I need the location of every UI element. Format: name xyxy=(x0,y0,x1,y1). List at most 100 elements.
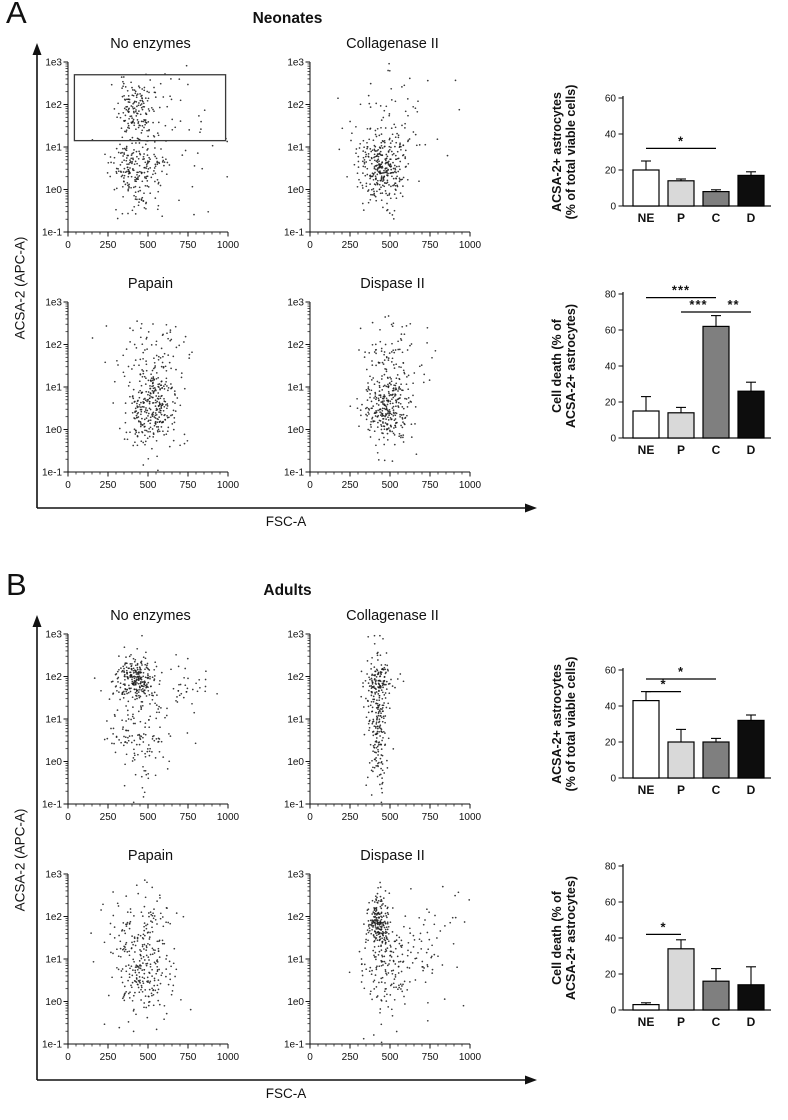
scatter-plot-title: Dispase II xyxy=(360,276,425,292)
svg-text:C: C xyxy=(712,211,721,225)
svg-text:1000: 1000 xyxy=(217,240,240,251)
scatter-plot-svg: 1e3 1e2 1e1 1e0 1e-10 250 500 750 1000 xyxy=(42,58,240,252)
bar-chart-A-astro: ACSA-2+ astrocytes (% of total viable cel… xyxy=(548,72,788,236)
significance-stars: * xyxy=(660,677,666,692)
svg-text:0: 0 xyxy=(65,240,71,251)
bar-D xyxy=(737,719,765,779)
svg-text:40: 40 xyxy=(605,362,617,373)
svg-text:0: 0 xyxy=(65,812,71,823)
svg-text:NE: NE xyxy=(638,783,655,797)
scatter-plot-A-col: Collagenase II 1e3 1e2 1e1 1e0 1e-1 0 250 500 750… xyxy=(270,36,482,263)
svg-text:750: 750 xyxy=(422,1052,439,1063)
svg-text:0: 0 xyxy=(307,1052,313,1063)
scatter-plot-title: Collagenase II xyxy=(346,608,439,624)
svg-text:D: D xyxy=(747,1015,756,1029)
svg-text:250: 250 xyxy=(100,240,117,251)
svg-text:0: 0 xyxy=(610,434,616,445)
svg-text:1e3: 1e3 xyxy=(45,298,62,309)
svg-text:1e0: 1e0 xyxy=(45,425,62,436)
bar-chart-y-label-line: Cell death (% of xyxy=(550,319,564,413)
svg-text:1000: 1000 xyxy=(217,1052,240,1063)
bar-chart-y-label: Cell death (% of ACSA-2+ astrocytes) xyxy=(550,876,578,1000)
significance-stars: * xyxy=(660,919,666,934)
scatter-dots xyxy=(90,879,192,1033)
scatter-grid: No enzymes 1e3 1e2 1e1 1e0 1e-1 0 250 500 750 1000… xyxy=(28,36,548,516)
panel-title: Neonates xyxy=(252,10,323,27)
bar-charts-column: ACSA-2+ astrocytes (% of total viable cel… xyxy=(548,572,788,1120)
svg-text:C: C xyxy=(712,443,721,457)
svg-text:1000: 1000 xyxy=(459,1052,482,1063)
bar-chart-y-label-line: ACSA-2+ astrocytes) xyxy=(564,875,578,1001)
scatter-plot-svg: 1e3 1e2 1e1 1e0 1e-10 250 500 750 1000 xyxy=(42,630,240,824)
svg-text:40: 40 xyxy=(605,130,617,141)
svg-text:80: 80 xyxy=(605,862,617,873)
scatter-plot-A-dis: Dispase II 1e3 1e2 1e1 1e0 1e-1 0 250 500 750 1000 xyxy=(270,276,482,503)
significance-stars: *** xyxy=(689,297,707,312)
svg-text:P: P xyxy=(677,443,685,457)
svg-text:750: 750 xyxy=(180,240,197,251)
panel-a: A Neonates ACSA-2 (APC-A) No enzymes 1e3 1… xyxy=(0,0,788,548)
bar-chart-y-label: ACSA-2+ astrocytes (% of total viable cel… xyxy=(550,657,578,792)
bar-chart-y-label-line: ACSA-2+ astrocytes xyxy=(550,664,564,784)
bar-NE xyxy=(632,410,660,439)
significance-stars: * xyxy=(678,664,684,679)
bar-D xyxy=(737,984,765,1011)
svg-text:1e-1: 1e-1 xyxy=(284,800,304,811)
svg-text:1e3: 1e3 xyxy=(45,58,62,69)
svg-text:1e3: 1e3 xyxy=(287,298,304,309)
svg-text:250: 250 xyxy=(100,1052,117,1063)
scatter-dots xyxy=(91,64,229,220)
scatter-plot-svg: 1e3 1e2 1e1 1e0 1e-10 250 500 750 1000 xyxy=(284,298,482,492)
svg-text:500: 500 xyxy=(382,812,399,823)
bar-D xyxy=(737,174,765,207)
axis-arrows xyxy=(32,615,537,1085)
svg-text:1000: 1000 xyxy=(459,480,482,491)
panel-title: Adults xyxy=(263,582,312,599)
scatter-plot-B-ne: No enzymes 1e3 1e2 1e1 1e0 1e-1 0 250 500 750 1000 xyxy=(28,608,240,835)
svg-text:NE: NE xyxy=(638,211,655,225)
svg-text:D: D xyxy=(747,211,756,225)
bar-P xyxy=(667,741,695,779)
scatter-plot-B-pap: Papain 1e3 1e2 1e1 1e0 1e-1 0 250 500 750 1000 xyxy=(28,848,240,1075)
svg-text:1e3: 1e3 xyxy=(45,630,62,641)
scatter-plot-title: Papain xyxy=(127,276,174,292)
scatter-plot-B-col: Collagenase II 1e3 1e2 1e1 1e0 1e-1 0 250 500 750… xyxy=(270,608,482,835)
svg-text:750: 750 xyxy=(180,812,197,823)
svg-text:250: 250 xyxy=(342,240,359,251)
scatter-grid: No enzymes 1e3 1e2 1e1 1e0 1e-1 0 250 500 750 1000… xyxy=(28,608,548,1088)
svg-text:250: 250 xyxy=(342,1052,359,1063)
svg-text:NE: NE xyxy=(638,1015,655,1029)
svg-text:1e-1: 1e-1 xyxy=(42,800,62,811)
svg-text:0: 0 xyxy=(65,1052,71,1063)
scatter-plot-A-ne: No enzymes 1e3 1e2 1e1 1e0 1e-1 0 250 500 750 1000 xyxy=(28,36,240,263)
svg-text:P: P xyxy=(677,783,685,797)
scatter-plot-svg: 1e3 1e2 1e1 1e0 1e-10 250 500 750 1000 xyxy=(284,630,482,824)
svg-text:60: 60 xyxy=(605,326,617,337)
bar-chart-y-label: ACSA-2+ astrocytes (% of total viable cel… xyxy=(550,85,578,220)
svg-text:60: 60 xyxy=(605,94,617,105)
scatter-dots xyxy=(349,315,437,462)
scatter-plot-svg: 1e3 1e2 1e1 1e0 1e-10 250 500 750 1000 xyxy=(42,870,240,1064)
svg-text:1e2: 1e2 xyxy=(287,340,304,351)
svg-text:60: 60 xyxy=(605,666,617,677)
scatter-plot-svg: 1e3 1e2 1e1 1e0 1e-10 250 500 750 1000 xyxy=(42,298,240,492)
panel-label: A xyxy=(6,0,27,30)
svg-text:750: 750 xyxy=(180,1052,197,1063)
svg-text:NE: NE xyxy=(638,443,655,457)
scatter-dots xyxy=(91,320,193,472)
svg-text:D: D xyxy=(747,783,756,797)
svg-text:1e1: 1e1 xyxy=(287,143,304,154)
bar-C xyxy=(702,980,730,1011)
svg-text:1000: 1000 xyxy=(217,812,240,823)
svg-text:250: 250 xyxy=(342,480,359,491)
svg-text:1e0: 1e0 xyxy=(287,185,304,196)
svg-text:1e2: 1e2 xyxy=(287,100,304,111)
svg-text:1e1: 1e1 xyxy=(287,955,304,966)
scatter-dots xyxy=(93,634,218,804)
bar-chart-A-death: Cell death (% of ACSA-2+ astrocytes) 0 20 40… xyxy=(548,268,788,468)
svg-text:500: 500 xyxy=(140,240,157,251)
scatter-plot-title: Dispase II xyxy=(360,848,425,864)
scatter-dots xyxy=(337,62,461,220)
bar-NE xyxy=(632,1004,660,1011)
